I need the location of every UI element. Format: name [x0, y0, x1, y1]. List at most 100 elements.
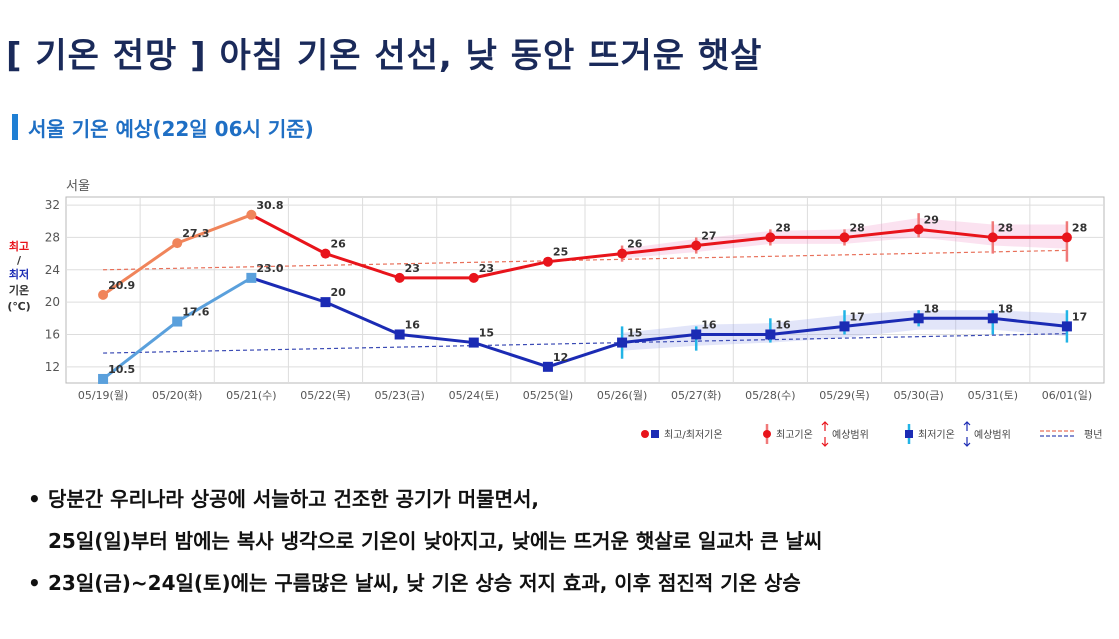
x-tick-label: 05/19(월)	[78, 389, 128, 402]
data-label: 15	[479, 327, 494, 340]
chart-axes: 12 16 20 24 28 32 05/19(월) 05/20(화) 05/21(수) 05/2…	[7, 179, 1092, 402]
min-temp-point	[691, 329, 702, 340]
data-label: 17	[850, 310, 865, 323]
data-label: 17.6	[182, 306, 209, 319]
x-tick-label: 05/22(목)	[300, 389, 350, 402]
forecast-line-segment	[621, 332, 697, 345]
max-temp-point	[246, 209, 257, 220]
forecast-line-segment	[844, 227, 919, 239]
max-temp-point	[987, 232, 998, 243]
data-label: 28	[1072, 221, 1087, 234]
min-temp-point	[765, 329, 776, 340]
forecast-line-segment	[399, 332, 474, 345]
x-tick-label: 05/30(금)	[893, 389, 943, 402]
temperature-labels: 20.9 27.3 30.8 26 23 23 25 26 27 28 28 29 28 28 10.5 17…	[108, 199, 1087, 376]
data-label: 23	[479, 262, 494, 275]
data-label: 20	[331, 286, 347, 299]
observed-line-segment	[102, 320, 179, 381]
chart-legend: 최고/최저기온 최고기온 예상범위 최저기온 예상범위 평년	[641, 421, 1102, 447]
bullet-2-text: 23일(금)~24일(토)에는 구름많은 날씨, 낮 기온 상승 저지 효과, …	[48, 571, 801, 595]
y-axis-label: /	[17, 254, 22, 267]
data-label: 28	[850, 221, 865, 234]
max-temp-point	[617, 248, 628, 259]
observed-line-segment	[102, 241, 179, 297]
data-label: 25	[553, 246, 568, 259]
chart-grid	[65, 196, 1105, 384]
y-tick-label: 28	[45, 230, 60, 244]
legend-label: 최저기온	[918, 429, 955, 441]
summary-bullets: • 당분간 우리나라 상공에 서늘하고 건조한 공기가 머물면서, 25일(일)부…	[28, 478, 822, 604]
data-label: 15	[627, 327, 642, 340]
x-tick-label: 05/29(목)	[819, 389, 869, 402]
bullet-1: • 당분간 우리나라 상공에 서늘하고 건조한 공기가 머물면서,	[28, 478, 822, 520]
min-temp-point	[1061, 321, 1072, 332]
data-label: 18	[998, 302, 1013, 315]
min-temp-point	[542, 361, 553, 372]
legend-label: 최고기온	[776, 429, 813, 441]
subtitle-accent-bar	[12, 114, 18, 140]
data-label: 23.0	[256, 262, 283, 275]
legend-min-square	[651, 430, 659, 438]
data-label: 26	[627, 238, 643, 251]
min-temp-point	[468, 337, 479, 348]
legend-label: 예상범위	[832, 428, 869, 441]
min-temp-point	[98, 373, 109, 384]
data-label: 30.8	[256, 199, 283, 212]
forecast-line-segment	[473, 260, 549, 280]
data-label: 16	[701, 318, 717, 331]
page-title: [ 기온 전망 ] 아침 기온 선선, 낮 동안 뜨거운 햇살	[6, 36, 763, 76]
x-tick-label: 05/28(수)	[745, 389, 795, 402]
min-temp-point	[246, 272, 257, 283]
data-label: 27	[701, 230, 716, 243]
data-label: 17	[1072, 310, 1087, 323]
forecast-line-segment	[473, 341, 549, 369]
x-tick-label: 05/21(수)	[226, 389, 276, 402]
max-temp-point	[394, 272, 405, 283]
min-temp-point	[394, 329, 405, 340]
data-label: 16	[775, 318, 791, 331]
x-tick-label: 05/20(화)	[152, 389, 202, 402]
max-temp-point	[839, 232, 850, 243]
data-label: 26	[331, 238, 347, 251]
observed-line-segment	[176, 213, 252, 245]
legend-range-arrows	[821, 421, 829, 447]
forecast-line-segment	[547, 341, 623, 369]
y-axis-label: (℃)	[7, 300, 30, 313]
data-label: 27.3	[182, 227, 209, 240]
x-tick-label: 05/26(월)	[597, 389, 647, 402]
forecast-line-segment	[696, 235, 771, 248]
bullet-1-text-line1: 당분간 우리나라 상공에 서늘하고 건조한 공기가 머물면서,	[48, 487, 539, 511]
temperature-points	[98, 209, 1072, 384]
legend-range-arrows	[963, 421, 971, 447]
data-label: 28	[998, 221, 1013, 234]
data-label: 20.9	[108, 279, 135, 292]
forecast-line-segment	[325, 252, 401, 280]
max-temp-point	[468, 272, 479, 283]
observed-line-segment	[176, 276, 253, 323]
max-temp-point	[913, 224, 924, 235]
max-temp-point	[542, 256, 553, 267]
max-temp-point	[765, 232, 776, 243]
temperature-lines	[102, 213, 1068, 381]
min-temp-point	[617, 337, 628, 348]
x-tick-label: 05/23(금)	[374, 389, 424, 402]
y-tick-label: 20	[45, 295, 60, 309]
y-tick-label: 32	[45, 198, 60, 212]
y-axis-label: 최저	[9, 267, 29, 281]
max-temp-point	[1061, 232, 1072, 243]
bullet-marker: •	[28, 487, 41, 511]
data-label: 12	[553, 351, 568, 364]
max-temp-point	[98, 289, 109, 300]
forecast-line-segment	[844, 316, 919, 328]
data-label: 16	[405, 318, 421, 331]
temperature-forecast-chart: 20.9 27.3 30.8 26 23 23 25 26 27 28 28 29 28 28 10.5 17…	[7, 179, 1105, 447]
legend-max-dot	[763, 430, 771, 438]
y-tick-label: 12	[45, 360, 60, 374]
bullet-1-continuation: 25일(일)부터 밤에는 복사 냉각으로 기온이 낮아지고, 낮에는 뜨거운 햇…	[28, 520, 822, 562]
forecast-line-segment	[250, 276, 326, 304]
forecast-line-segment	[250, 213, 327, 255]
subtitle-block: 서울 기온 예상(22일 06시 기준)	[12, 113, 314, 141]
min-temp-point	[320, 297, 331, 308]
forecast-line-segment	[324, 300, 401, 336]
max-temp-point	[320, 248, 331, 259]
